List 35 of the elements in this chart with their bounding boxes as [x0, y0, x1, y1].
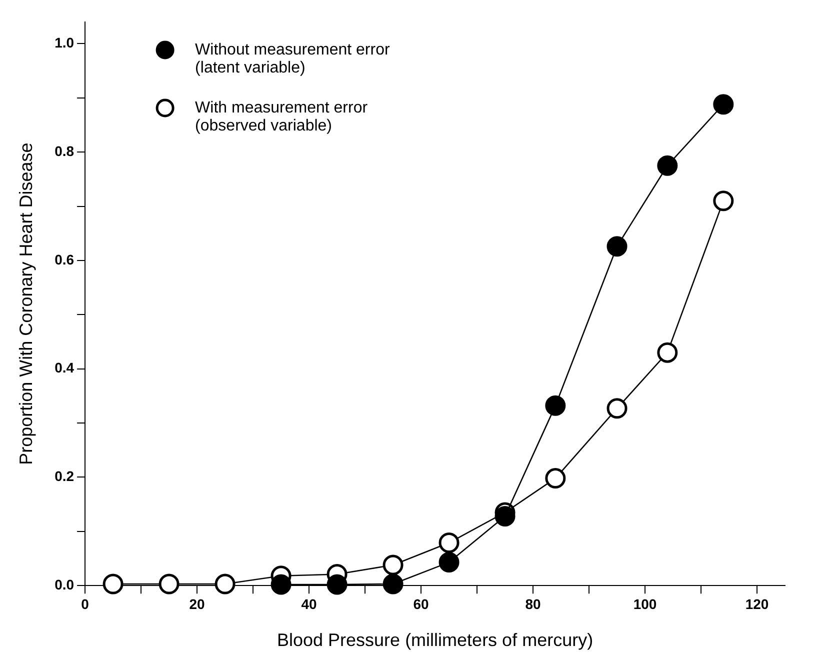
x-tick-label: 120 [745, 596, 769, 612]
point [158, 574, 180, 594]
y-tick-label: 0.8 [54, 142, 74, 159]
point [102, 574, 124, 594]
point [438, 552, 460, 573]
y-tick-label: 0.0 [54, 576, 74, 592]
point [545, 395, 566, 416]
x-tick-label: 60 [413, 596, 430, 612]
point [438, 532, 460, 554]
x-tick-label: 20 [189, 596, 206, 612]
x-tick-label: 100 [633, 596, 657, 612]
y-tick-label: 0.2 [54, 468, 74, 484]
point [270, 574, 292, 595]
point [214, 574, 236, 594]
y-axis-title: Proportion With Coronary Heart Disease [16, 142, 36, 465]
x-tick-label: 80 [525, 596, 542, 612]
x-tick-label: 0 [81, 596, 90, 612]
point [382, 574, 404, 594]
y-tick-label: 1.0 [54, 34, 74, 51]
y-tick-label: 0.6 [54, 251, 74, 268]
point [545, 468, 566, 489]
point [326, 574, 348, 595]
y-tick-label: 0.4 [54, 360, 74, 376]
point [657, 155, 678, 176]
point [713, 190, 734, 212]
x-tick-label: 40 [301, 596, 318, 612]
point [382, 554, 404, 576]
point [713, 94, 734, 115]
legend-label: Without measurement error (latent variable) [195, 41, 390, 76]
point [606, 398, 628, 419]
point [606, 236, 628, 257]
point [494, 506, 516, 526]
legend-label: With measurement error (observed variable) [195, 99, 368, 134]
x-axis-title: Blood Pressure (millimeters of mercury) [276, 630, 594, 650]
point [657, 342, 678, 363]
